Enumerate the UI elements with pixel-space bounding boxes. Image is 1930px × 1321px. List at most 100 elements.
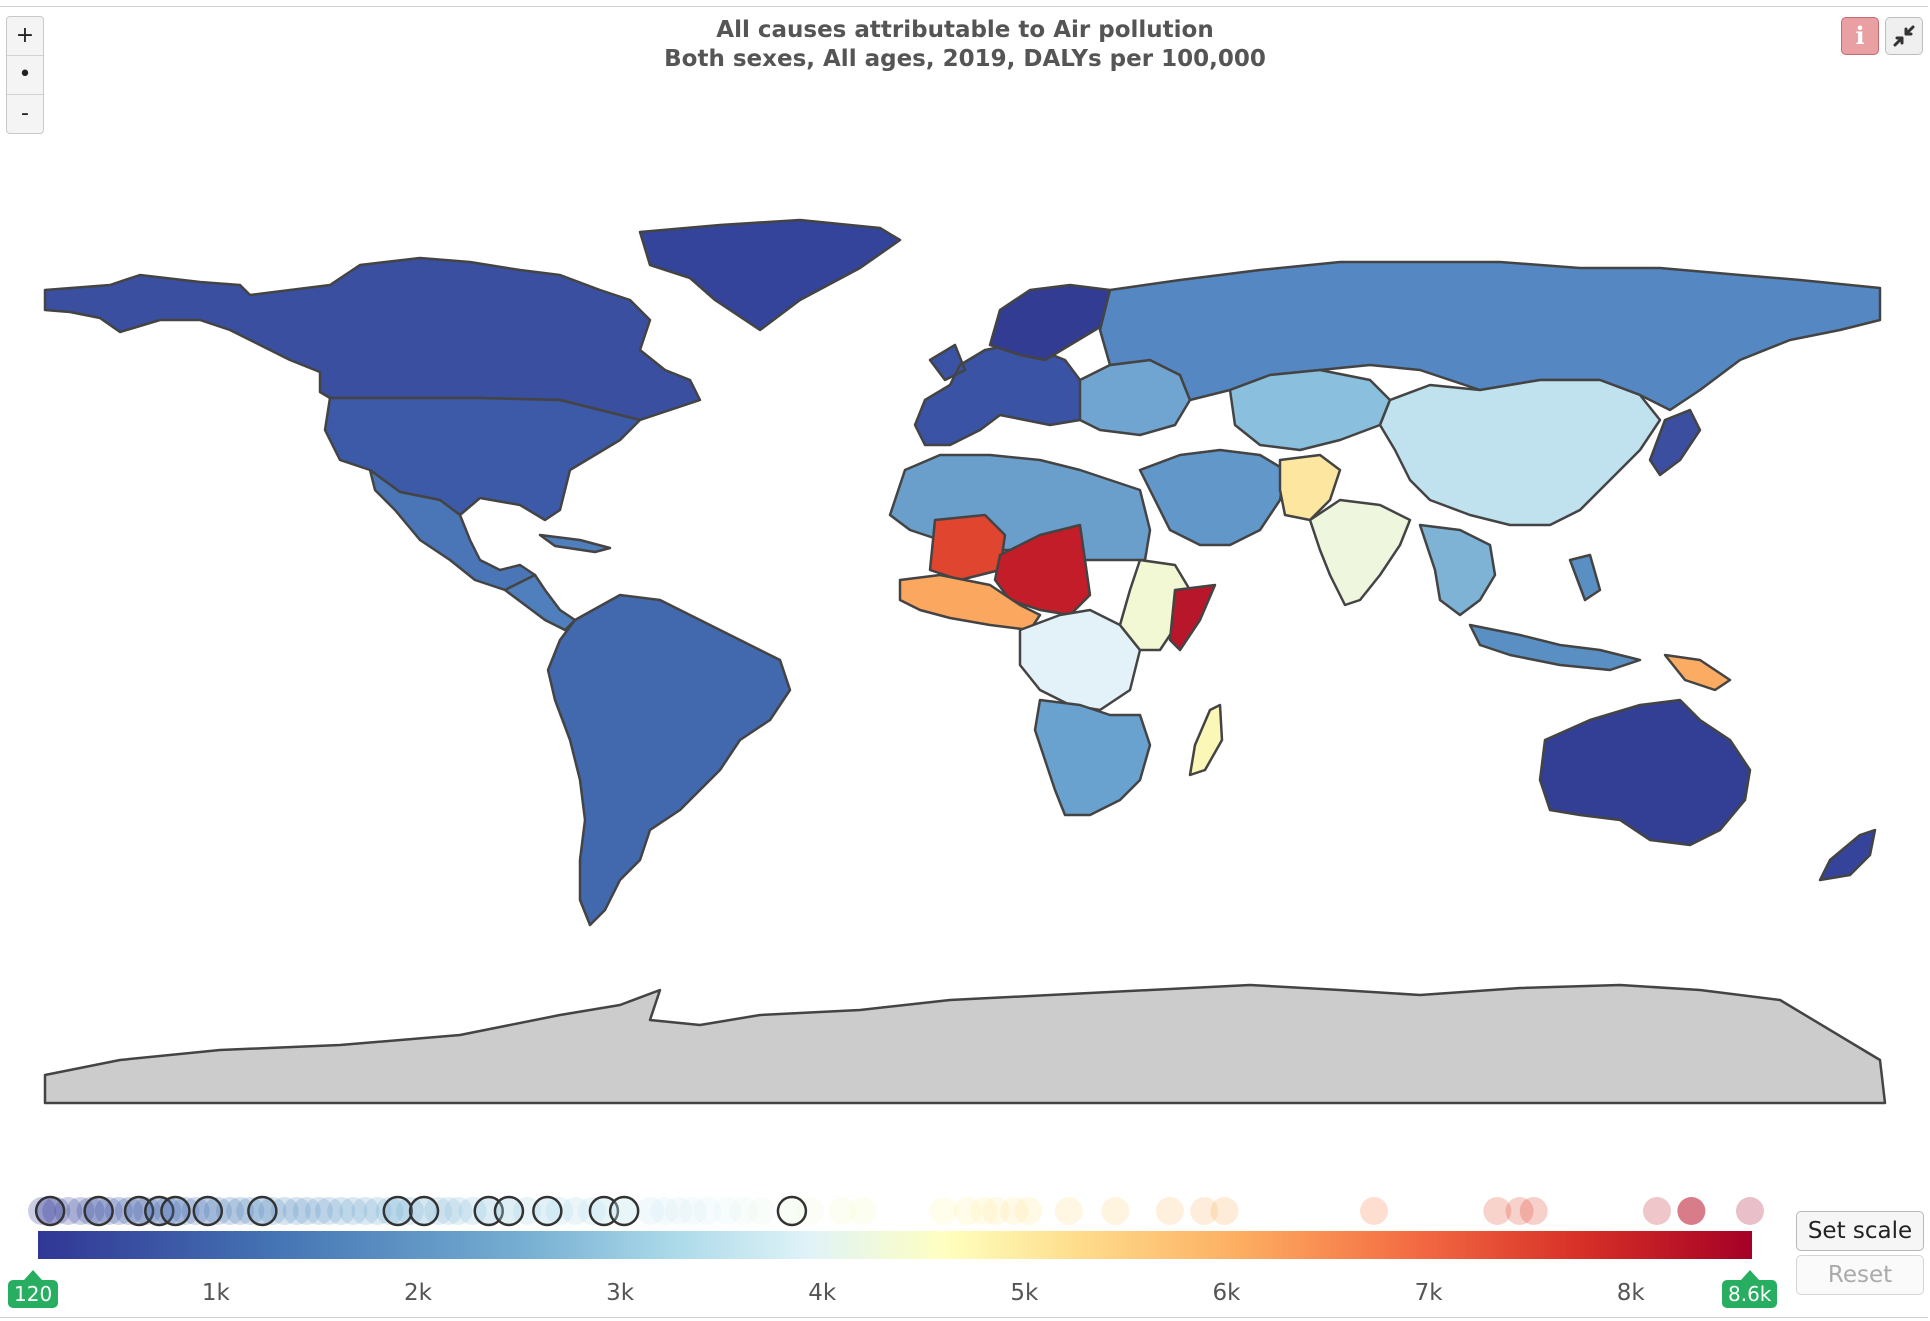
- scale-tick-label: 4k: [808, 1280, 837, 1306]
- region-new-zealand: [1818, 828, 1877, 882]
- distribution-point[interactable]: [444, 1197, 473, 1225]
- distribution-point[interactable]: [282, 1197, 311, 1225]
- distribution-point[interactable]: [545, 1197, 574, 1225]
- zoom-reset-button[interactable]: •: [7, 56, 43, 95]
- distribution-point[interactable]: [315, 1197, 344, 1225]
- info-button[interactable]: i: [1841, 17, 1879, 55]
- distribution-point[interactable]: [270, 1197, 299, 1225]
- distribution-point[interactable]: [133, 1197, 162, 1225]
- scale-tick-label: 3k: [606, 1280, 635, 1306]
- region-india: [1308, 498, 1412, 607]
- distribution-point-highlighted[interactable]: [34, 1195, 66, 1227]
- distribution-point[interactable]: [577, 1197, 606, 1225]
- scale-tick-label: 8k: [1616, 1280, 1645, 1306]
- distribution-point[interactable]: [828, 1197, 857, 1225]
- distribution-point[interactable]: [339, 1197, 368, 1225]
- value-distribution: [28, 1195, 1764, 1227]
- scale-max-handle[interactable]: 8.6k: [1722, 1270, 1778, 1308]
- distribution-point[interactable]: [458, 1197, 487, 1225]
- distribution-point[interactable]: [304, 1197, 333, 1225]
- distribution-point-highlighted[interactable]: [608, 1195, 640, 1227]
- distribution-point[interactable]: [171, 1197, 200, 1225]
- distribution-point-highlighted[interactable]: [776, 1195, 808, 1227]
- region-madagascar: [1188, 703, 1224, 777]
- region-north-america: [43, 256, 702, 422]
- distribution-point[interactable]: [203, 1197, 232, 1225]
- distribution-point[interactable]: [434, 1197, 463, 1225]
- distribution-point-highlighted[interactable]: [144, 1195, 175, 1227]
- scale-tick-label: 1k: [201, 1280, 230, 1306]
- set-scale-button[interactable]: Set scale: [1796, 1211, 1924, 1251]
- distribution-point[interactable]: [226, 1197, 255, 1225]
- minimize-button[interactable]: [1885, 17, 1923, 55]
- scale-tick-label: 2k: [403, 1280, 432, 1306]
- distribution-point[interactable]: [1677, 1197, 1706, 1225]
- zoom-out-button[interactable]: -: [21, 101, 29, 126]
- distribution-point[interactable]: [929, 1197, 958, 1225]
- scale-tick-label: 5k: [1010, 1280, 1039, 1306]
- distribution-point[interactable]: [1483, 1197, 1512, 1225]
- distribution-point[interactable]: [1101, 1197, 1130, 1225]
- distribution-point[interactable]: [713, 1197, 742, 1225]
- distribution-point[interactable]: [327, 1197, 356, 1225]
- distribution-point[interactable]: [153, 1197, 182, 1225]
- distribution-point[interactable]: [664, 1197, 693, 1225]
- distribution-point[interactable]: [76, 1197, 105, 1225]
- scale-tick-label: 6k: [1212, 1280, 1241, 1306]
- distribution-point[interactable]: [1643, 1197, 1672, 1225]
- distribution-point-highlighted[interactable]: [192, 1195, 224, 1227]
- distribution-point[interactable]: [747, 1197, 776, 1225]
- distribution-point[interactable]: [848, 1197, 877, 1225]
- region-europe: [913, 343, 1097, 447]
- distribution-point[interactable]: [236, 1197, 265, 1225]
- distribution-point[interactable]: [969, 1197, 998, 1225]
- world-map[interactable]: [0, 0, 1930, 1150]
- distribution-point-highlighted[interactable]: [532, 1195, 563, 1227]
- region-antarctica: [43, 983, 1887, 1105]
- distribution-point[interactable]: [1735, 1197, 1764, 1225]
- distribution-point-highlighted[interactable]: [493, 1195, 525, 1227]
- distribution-point[interactable]: [94, 1197, 123, 1225]
- distribution-point[interactable]: [729, 1197, 758, 1225]
- region-mali: [928, 513, 1007, 582]
- distribution-point-highlighted[interactable]: [83, 1195, 114, 1227]
- region-australia: [1538, 698, 1752, 847]
- distribution-point[interactable]: [28, 1197, 57, 1225]
- distribution-point[interactable]: [1210, 1197, 1239, 1225]
- distribution-point[interactable]: [114, 1197, 143, 1225]
- distribution-point[interactable]: [1519, 1197, 1548, 1225]
- scale-min-handle[interactable]: 120: [8, 1270, 59, 1308]
- distribution-point[interactable]: [561, 1197, 590, 1225]
- distribution-point-highlighted[interactable]: [247, 1195, 278, 1227]
- distribution-point[interactable]: [953, 1197, 982, 1225]
- distribution-point[interactable]: [216, 1197, 245, 1225]
- distribution-point[interactable]: [375, 1197, 404, 1225]
- region-scandinavia: [988, 283, 1122, 362]
- zoom-in-button[interactable]: +: [7, 17, 43, 56]
- distribution-point-highlighted[interactable]: [382, 1195, 414, 1227]
- distribution-point-highlighted[interactable]: [408, 1195, 440, 1227]
- distribution-point[interactable]: [636, 1197, 665, 1225]
- region-mexico: [368, 468, 537, 592]
- distribution-point[interactable]: [1190, 1197, 1219, 1225]
- distribution-point[interactable]: [292, 1197, 321, 1225]
- distribution-point[interactable]: [1360, 1197, 1389, 1225]
- region-indonesia: [1468, 553, 1642, 672]
- distribution-point[interactable]: [1014, 1197, 1043, 1225]
- reset-button[interactable]: Reset: [1796, 1255, 1924, 1295]
- distribution-point-highlighted[interactable]: [160, 1195, 191, 1227]
- distribution-point[interactable]: [351, 1197, 380, 1225]
- distribution-point[interactable]: [1000, 1197, 1029, 1225]
- distribution-point[interactable]: [258, 1197, 287, 1225]
- region-russia: [1098, 260, 1882, 412]
- region-southeast-asia: [1418, 523, 1497, 617]
- distribution-point[interactable]: [1155, 1197, 1184, 1225]
- distribution-point[interactable]: [1054, 1197, 1083, 1225]
- region-middle-east: [1138, 448, 1287, 547]
- distribution-point[interactable]: [678, 1197, 707, 1225]
- distribution-point[interactable]: [1505, 1197, 1534, 1225]
- distribution-point[interactable]: [650, 1197, 679, 1225]
- color-scale-bar[interactable]: [38, 1231, 1752, 1259]
- distribution-point[interactable]: [982, 1197, 1011, 1225]
- distribution-point[interactable]: [693, 1197, 722, 1225]
